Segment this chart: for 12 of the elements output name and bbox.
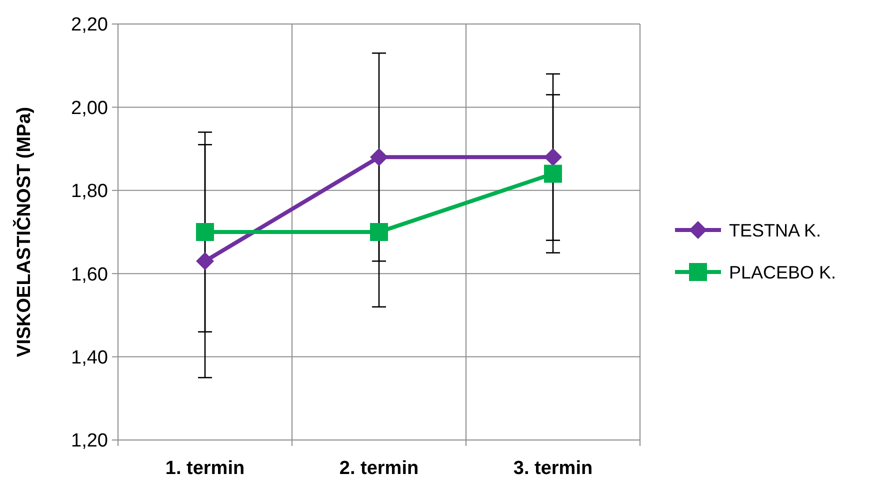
x-tick-label: 3. termin <box>513 458 593 479</box>
y-tick-label: 2,20 <box>71 14 108 36</box>
y-tick-label: 1,40 <box>71 347 108 368</box>
y-axis-title: VISKOELASTIČNOST (MPa) <box>12 106 35 358</box>
legend-label: PLACEBO K. <box>729 262 836 282</box>
y-tick-label: 1,80 <box>71 181 108 202</box>
y-tick-label: 2,00 <box>71 98 108 119</box>
legend-label: TESTNA K. <box>729 220 822 240</box>
x-tick-label: 2. termin <box>339 458 419 479</box>
x-tick-label: 1. termin <box>165 458 245 479</box>
y-tick-label: 1,20 <box>71 430 108 452</box>
y-tick-label: 1,60 <box>71 264 108 286</box>
